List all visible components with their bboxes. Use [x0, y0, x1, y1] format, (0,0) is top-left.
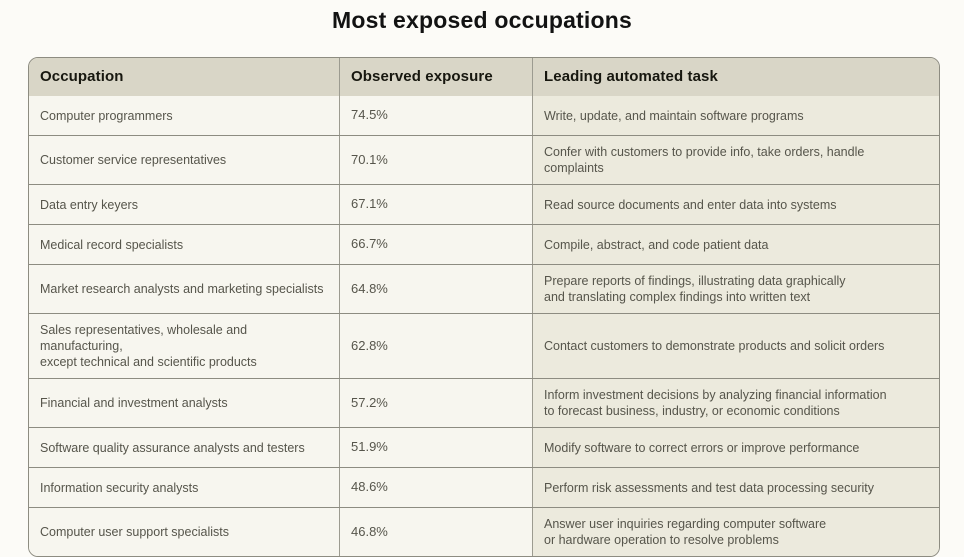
table-row: Medical record specialists 66.7% Compile… [29, 224, 939, 264]
occupation-cell: Financial and investment analysts [29, 379, 339, 427]
task-cell: Read source documents and enter data int… [532, 185, 939, 224]
task-cell: Answer user inquiries regarding computer… [532, 508, 939, 556]
header-observed-exposure: Observed exposure [339, 58, 532, 96]
occupation-cell: Software quality assurance analysts and … [29, 428, 339, 467]
occupation-cell: Market research analysts and marketing s… [29, 265, 339, 313]
task-cell: Contact customers to demonstrate product… [532, 314, 939, 378]
task-cell: Inform investment decisions by analyzing… [532, 379, 939, 427]
exposure-cell: 62.8% [339, 314, 532, 378]
table-row: Computer user support specialists 46.8% … [29, 507, 939, 556]
exposure-cell: 48.6% [339, 468, 532, 507]
table-body: Computer programmers 74.5% Write, update… [29, 96, 939, 556]
exposed-occupations-table: Occupation Observed exposure Leading aut… [28, 57, 940, 557]
page-title: Most exposed occupations [331, 7, 632, 33]
exposure-cell: 51.9% [339, 428, 532, 467]
exposure-cell: 74.5% [339, 96, 532, 135]
task-cell: Perform risk assessments and test data p… [532, 468, 939, 507]
header-leading-automated-task: Leading automated task [532, 58, 939, 96]
occupation-cell: Data entry keyers [29, 185, 339, 224]
exposure-cell: 46.8% [339, 508, 532, 556]
occupation-cell: Sales representatives, wholesale and man… [29, 314, 339, 378]
occupation-cell: Computer user support specialists [29, 508, 339, 556]
table-row: Customer service representatives 70.1% C… [29, 135, 939, 184]
header-occupation: Occupation [29, 58, 339, 96]
occupation-cell: Medical record specialists [29, 225, 339, 264]
table-header-row: Occupation Observed exposure Leading aut… [29, 58, 939, 96]
table-row: Data entry keyers 67.1% Read source docu… [29, 184, 939, 224]
occupation-cell: Customer service representatives [29, 136, 339, 184]
table-row: Information security analysts 48.6% Perf… [29, 467, 939, 507]
table-row: Financial and investment analysts 57.2% … [29, 378, 939, 427]
task-cell: Prepare reports of findings, illustratin… [532, 265, 939, 313]
table-row: Software quality assurance analysts and … [29, 427, 939, 467]
table-row: Market research analysts and marketing s… [29, 264, 939, 313]
exposure-cell: 64.8% [339, 265, 532, 313]
table-row: Sales representatives, wholesale and man… [29, 313, 939, 378]
occupation-cell: Information security analysts [29, 468, 339, 507]
exposure-cell: 67.1% [339, 185, 532, 224]
task-cell: Confer with customers to provide info, t… [532, 136, 939, 184]
task-cell: Compile, abstract, and code patient data [532, 225, 939, 264]
task-cell: Write, update, and maintain software pro… [532, 96, 939, 135]
exposure-cell: 57.2% [339, 379, 532, 427]
table-row: Computer programmers 74.5% Write, update… [29, 96, 939, 135]
task-cell: Modify software to correct errors or imp… [532, 428, 939, 467]
occupation-cell: Computer programmers [29, 96, 339, 135]
exposure-cell: 66.7% [339, 225, 532, 264]
exposure-cell: 70.1% [339, 136, 532, 184]
